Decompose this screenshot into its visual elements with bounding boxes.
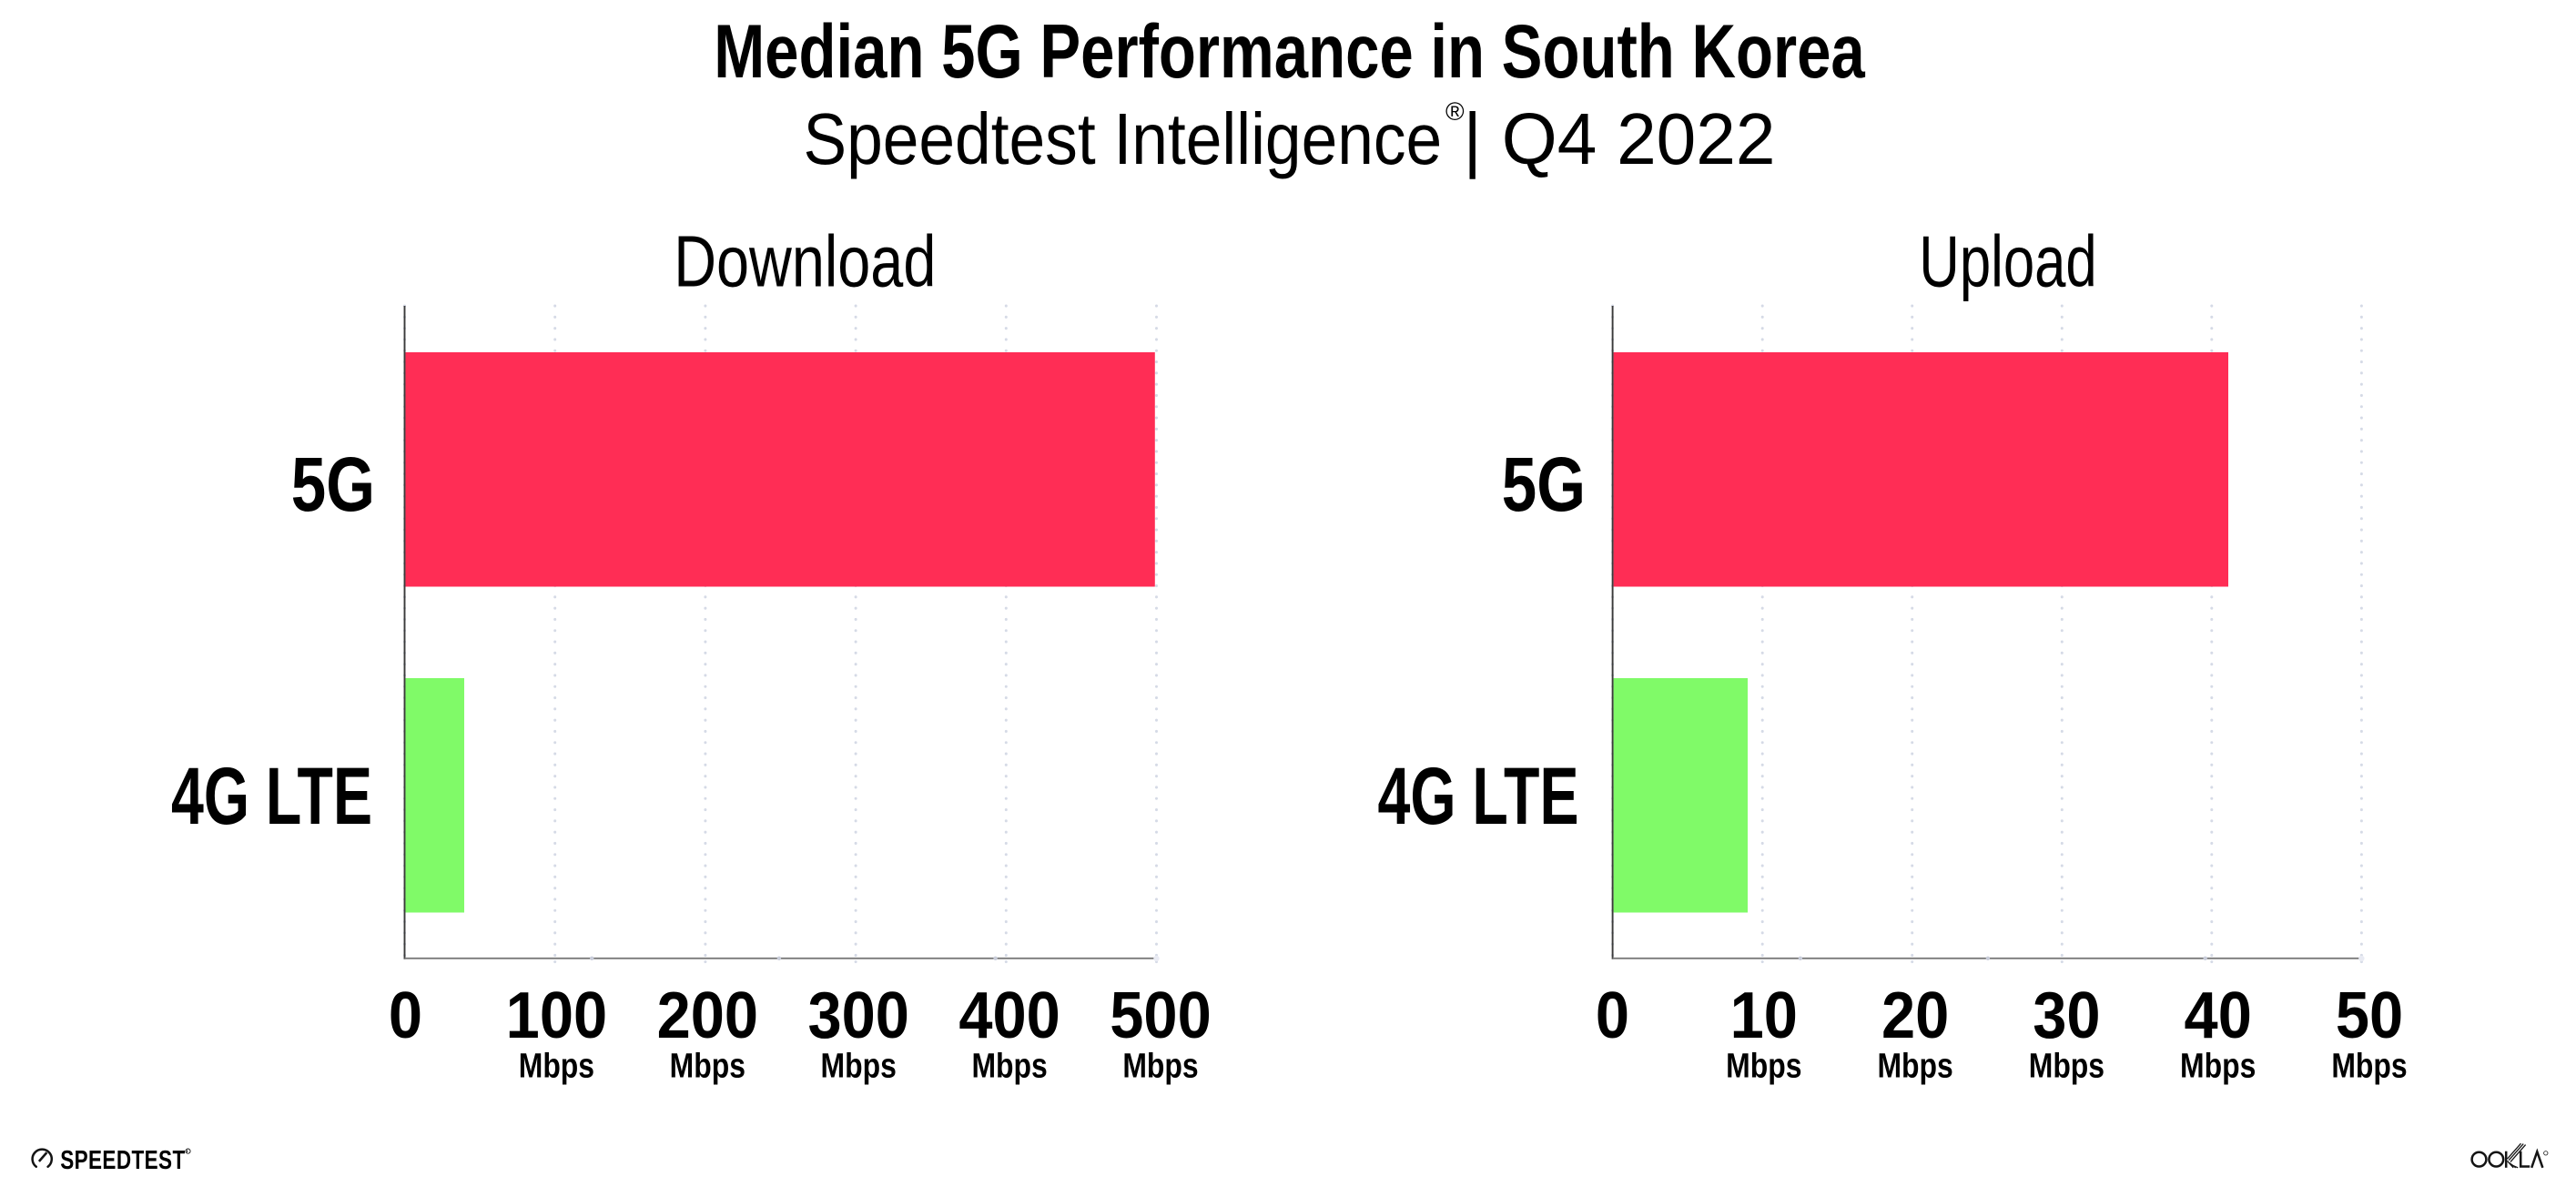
svg-text:Mbps: Mbps [971, 1047, 1047, 1085]
svg-text:Mbps: Mbps [821, 1047, 897, 1085]
svg-text:0: 0 [389, 978, 422, 1051]
svg-text:Median 5G Performance in South: Median 5G Performance in South Korea [714, 9, 1865, 95]
svg-text:| Q4 2022: | Q4 2022 [1464, 97, 1776, 179]
svg-text:20: 20 [1881, 978, 1949, 1051]
svg-text:Mbps: Mbps [2180, 1047, 2256, 1085]
svg-text:Mbps: Mbps [1877, 1047, 1952, 1085]
svg-text:Mbps: Mbps [519, 1047, 594, 1085]
svg-text:100: 100 [506, 978, 607, 1051]
svg-text:0: 0 [1596, 978, 1629, 1051]
svg-text:200: 200 [657, 978, 758, 1051]
svg-text:Mbps: Mbps [1726, 1047, 1801, 1085]
svg-text:SPEEDTEST: SPEEDTEST [60, 1144, 185, 1175]
svg-text:40: 40 [2185, 978, 2252, 1051]
svg-text:Upload: Upload [1919, 222, 2096, 302]
svg-text:®: ® [1445, 97, 1465, 126]
svg-text:400: 400 [958, 978, 1060, 1051]
svg-text:300: 300 [807, 978, 908, 1051]
svg-text:5G: 5G [291, 442, 375, 528]
svg-text:500: 500 [1110, 978, 1211, 1051]
svg-text:Mbps: Mbps [670, 1047, 745, 1085]
svg-text:Speedtest Intelligence: Speedtest Intelligence [804, 99, 1443, 179]
svg-text:4G LTE: 4G LTE [171, 752, 372, 841]
svg-text:30: 30 [2033, 978, 2100, 1051]
svg-text:Mbps: Mbps [1122, 1047, 1198, 1085]
svg-text:Mbps: Mbps [2029, 1047, 2104, 1085]
svg-text:Download: Download [674, 221, 936, 302]
svg-text:4G LTE: 4G LTE [1377, 752, 1578, 841]
svg-text:Mbps: Mbps [2331, 1047, 2407, 1085]
svg-text:50: 50 [2336, 978, 2403, 1051]
svg-text:5G: 5G [1502, 442, 1586, 528]
svg-text:10: 10 [1730, 978, 1798, 1051]
